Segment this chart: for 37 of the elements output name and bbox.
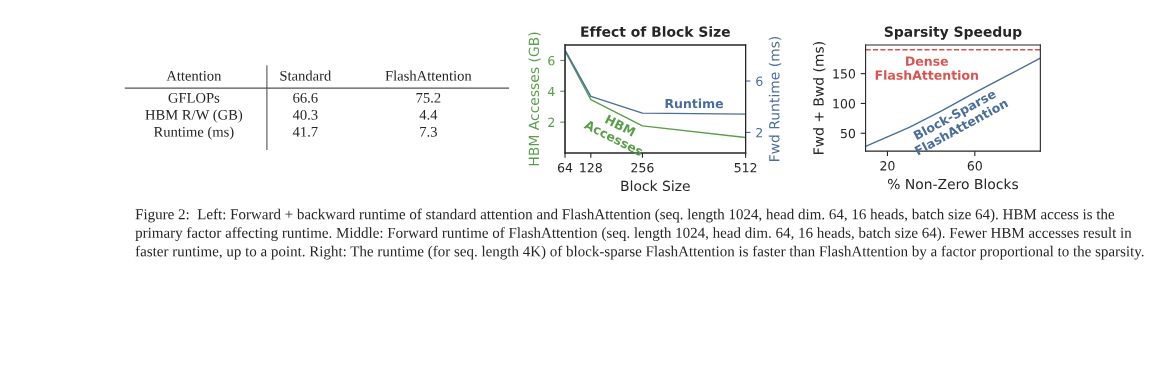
y-tick-label: 4 [547, 86, 555, 97]
chart-title: Sparsity Speedup [884, 26, 1022, 40]
x-tick-label: 128 [580, 162, 602, 173]
ref-line-label: Dense FlashAttention [875, 56, 978, 80]
x-axis-title: % Non-Zero Blocks [887, 178, 1019, 190]
category-label: FlashAttention [385, 70, 472, 81]
y-tick-label: 150 [833, 69, 856, 79]
x-tick-label: 60 [967, 161, 982, 171]
category-label: Attention [166, 70, 222, 81]
x-tick-label: 256 [631, 162, 654, 173]
y2-tick-label: 6 [756, 76, 763, 86]
category-label: Standard [280, 70, 332, 81]
category-label: GFLOPs [168, 92, 220, 103]
caption: Figure 2: Left: Forward + backward runtime of standard attention and FlashAttention (seq. length 1024, head dim. 64, 16 heads, batch size 64). HBM access is the primary factor affecting runtime. Middle: Forward runtime of FlashAttention (seq. length 1024, head dim. 64, 16 heads, batch size 64). Fewer HBM accesses result in faster runtime, up to a point. Right: The runtime (for seq. length 4K) of block-sparse FlashAttention is faster than FlashAttention by a factor proportional to the sparsity. [135, 208, 1144, 260]
series-label: Runtime [665, 98, 723, 109]
chart-title: Effect of Block Size [581, 26, 730, 37]
category-label: HBM R/W (GB) [145, 109, 243, 123]
text: 66.6 [293, 92, 318, 103]
text: 40.3 [292, 109, 318, 120]
text: 4.4 [419, 110, 438, 120]
y-axis-title: HBM Accesses (GB) [528, 32, 541, 166]
y2-tick-label: 2 [756, 127, 763, 138]
text: 41.7 [292, 126, 318, 137]
y2-axis-title: Fwd Runtime (ms) [768, 36, 782, 161]
text: 7.3 [420, 126, 437, 137]
y-tick-label: 100 [833, 98, 856, 109]
line-series [565, 49, 746, 115]
y-tick-label: 6 [548, 55, 555, 66]
category-label: Runtime (ms) [153, 126, 234, 140]
x-tick-label: 20 [880, 161, 895, 171]
x-tick-label: 512 [734, 162, 757, 173]
x-tick-label: 64 [557, 162, 573, 173]
x-axis-title: Block Size [621, 180, 690, 192]
text: 75.2 [416, 92, 441, 103]
y-tick-label: 2 [548, 117, 555, 127]
y-axis-title: Fwd + Bwd (ms) [813, 42, 826, 154]
y-tick-label: 50 [840, 128, 856, 139]
